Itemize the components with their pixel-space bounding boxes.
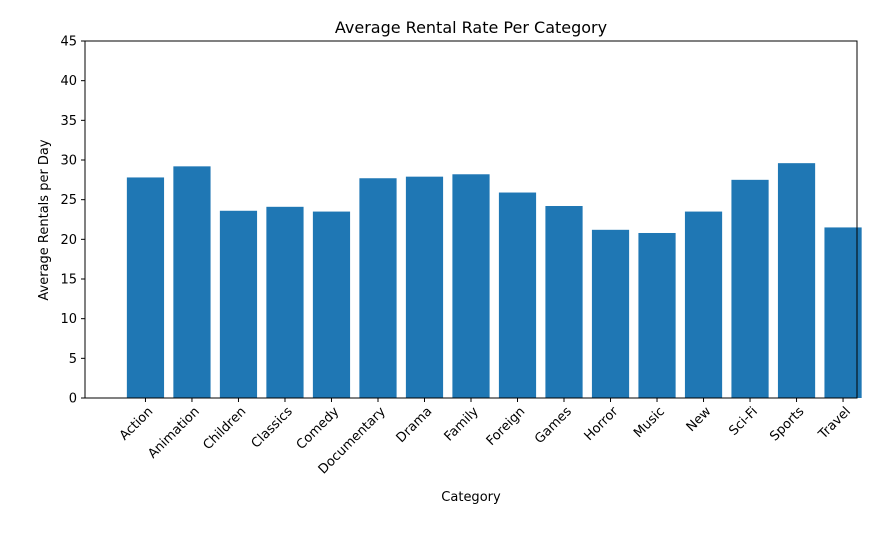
bar-music — [638, 232, 676, 398]
y-tick-label: 35 — [60, 114, 77, 129]
y-tick-label: 10 — [60, 312, 77, 327]
y-axis-label: Average Rentals per Day — [37, 139, 52, 300]
y-tick-label: 20 — [60, 233, 77, 248]
bar-sci-fi — [731, 179, 769, 398]
bar-comedy — [312, 211, 351, 398]
y-axis-ticks: 0 5 10 15 20 25 30 35 40 45 — [60, 35, 85, 407]
plot-frame — [84, 40, 858, 399]
bar-children — [219, 210, 258, 398]
bar-family — [452, 174, 490, 398]
x-tick-label: Games — [532, 404, 575, 447]
bar-new — [684, 211, 723, 398]
x-tick-label: Sports — [767, 404, 807, 444]
y-tick-label: 15 — [60, 273, 77, 288]
bar-travel — [824, 227, 862, 398]
bar-documentary — [359, 178, 397, 398]
y-tick-label: 5 — [69, 352, 77, 367]
bar-drama — [405, 176, 444, 398]
x-tick-label: Drama — [394, 404, 436, 446]
x-tick-label: Classics — [249, 404, 296, 451]
x-tick-label: Children — [200, 404, 249, 453]
y-tick-label: 25 — [60, 193, 77, 208]
x-tick-label: Music — [631, 404, 668, 441]
x-tick-label: Foreign — [484, 404, 529, 449]
bar-animation — [173, 166, 211, 398]
bar-action — [126, 177, 165, 398]
x-axis-label: Category — [441, 490, 501, 505]
bar-horror — [591, 229, 630, 398]
bars-group — [126, 163, 862, 398]
y-tick-label: 45 — [60, 35, 77, 50]
x-tick-label: Sci-Fi — [726, 404, 761, 439]
y-tick-label: 40 — [60, 74, 77, 89]
bar-classics — [266, 206, 304, 398]
x-tick-label: New — [684, 404, 715, 435]
bar-games — [545, 206, 583, 398]
chart-title: Average Rental Rate Per Category — [335, 18, 607, 37]
bar-sports — [777, 163, 816, 398]
y-tick-label: 0 — [69, 392, 77, 407]
x-tick-label: Action — [117, 404, 156, 443]
y-tick-label: 30 — [60, 154, 77, 169]
x-tick-label: Horror — [582, 404, 622, 444]
x-tick-label: Comedy — [294, 404, 343, 453]
bar-foreign — [498, 192, 537, 398]
x-tick-label: Family — [442, 404, 482, 444]
x-tick-label: Travel — [815, 404, 854, 443]
